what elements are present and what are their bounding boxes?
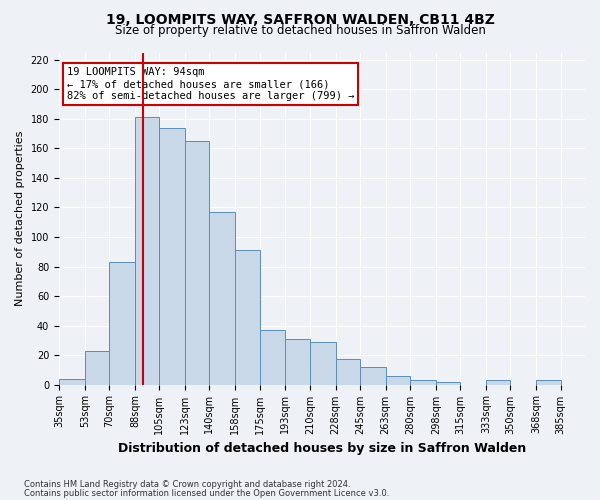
Text: Size of property relative to detached houses in Saffron Walden: Size of property relative to detached ho… xyxy=(115,24,485,37)
X-axis label: Distribution of detached houses by size in Saffron Walden: Distribution of detached houses by size … xyxy=(118,442,526,455)
Text: Contains HM Land Registry data © Crown copyright and database right 2024.: Contains HM Land Registry data © Crown c… xyxy=(24,480,350,489)
Text: Contains public sector information licensed under the Open Government Licence v3: Contains public sector information licen… xyxy=(24,488,389,498)
Y-axis label: Number of detached properties: Number of detached properties xyxy=(15,131,25,306)
Bar xyxy=(335,360,360,384)
Bar xyxy=(159,128,185,384)
Bar xyxy=(185,141,209,384)
Bar xyxy=(386,376,410,384)
Bar xyxy=(85,350,109,384)
Bar xyxy=(235,250,260,384)
Bar xyxy=(410,380,436,384)
Bar xyxy=(436,382,460,384)
Bar xyxy=(310,342,335,384)
Bar xyxy=(209,212,235,384)
Bar xyxy=(536,380,560,384)
Text: 19, LOOMPITS WAY, SAFFRON WALDEN, CB11 4BZ: 19, LOOMPITS WAY, SAFFRON WALDEN, CB11 4… xyxy=(106,12,494,26)
Bar xyxy=(135,118,159,384)
Bar xyxy=(109,262,135,384)
Text: 19 LOOMPITS WAY: 94sqm
← 17% of detached houses are smaller (166)
82% of semi-de: 19 LOOMPITS WAY: 94sqm ← 17% of detached… xyxy=(67,68,354,100)
Bar xyxy=(286,339,310,384)
Bar xyxy=(486,380,511,384)
Bar xyxy=(59,378,85,384)
Bar xyxy=(360,367,386,384)
Bar xyxy=(260,330,286,384)
